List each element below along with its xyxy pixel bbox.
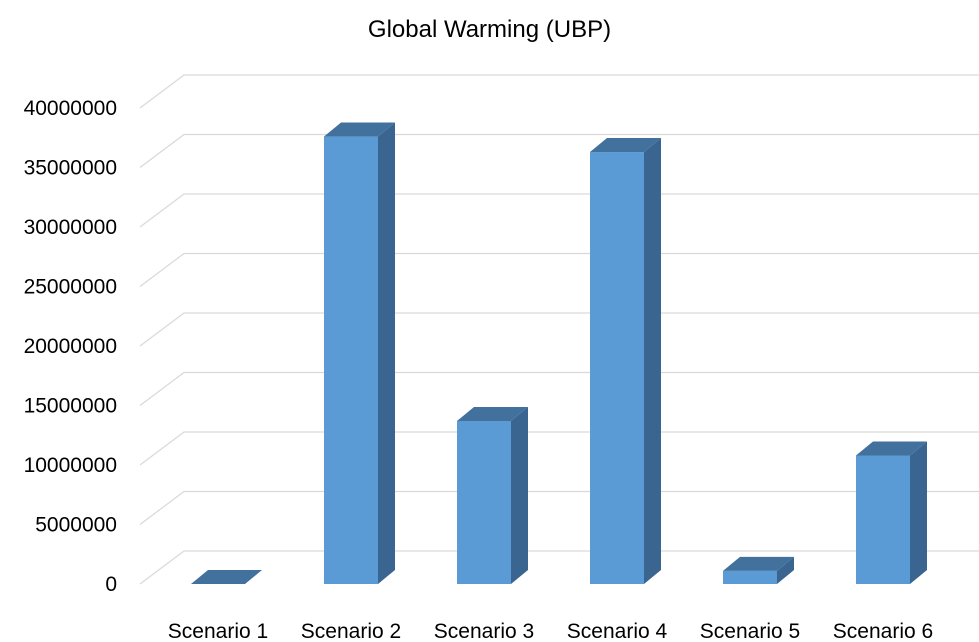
gridline [139, 312, 979, 347]
x-category-label: Scenario 4 [567, 620, 668, 642]
bar [457, 420, 511, 584]
x-category-label: Scenario 3 [434, 620, 534, 642]
bar-side [644, 138, 661, 584]
gridline [139, 371, 979, 406]
gridline [139, 193, 979, 228]
bar [324, 136, 378, 584]
chart-title: Global Warming (UBP) [367, 16, 612, 43]
bar-side [511, 406, 528, 584]
x-category-label: Scenario 6 [833, 620, 933, 642]
bar [856, 455, 910, 584]
gridline [139, 252, 979, 287]
gridline [139, 550, 979, 585]
y-tick-label: 35000000 [24, 157, 117, 180]
y-tick-label: 0 [105, 573, 117, 596]
bar-side [777, 556, 794, 584]
gridline [139, 133, 979, 168]
bar-top [457, 406, 528, 421]
x-category-label: Scenario 2 [301, 620, 401, 642]
x-category-label: Scenario 5 [700, 620, 800, 642]
y-tick-label: 10000000 [24, 454, 117, 477]
bar [723, 570, 777, 584]
y-tick-label: 25000000 [24, 276, 117, 299]
y-tick-label: 20000000 [24, 335, 117, 358]
gridline [139, 490, 979, 525]
bar-top [590, 138, 661, 153]
bar-top [723, 556, 794, 571]
bar-top [856, 441, 927, 456]
bar-side [910, 441, 927, 584]
gridline [139, 74, 979, 109]
y-tick-label: 30000000 [24, 216, 117, 239]
gridline [139, 431, 979, 466]
bar [590, 152, 644, 584]
y-tick-label: 40000000 [24, 97, 117, 120]
x-category-label: Scenario 1 [168, 620, 268, 642]
y-tick-label: 15000000 [24, 395, 117, 418]
bar-top [324, 122, 395, 137]
bar-side [378, 122, 395, 584]
bar-top [191, 570, 262, 584]
y-tick-label: 5000000 [35, 514, 117, 537]
